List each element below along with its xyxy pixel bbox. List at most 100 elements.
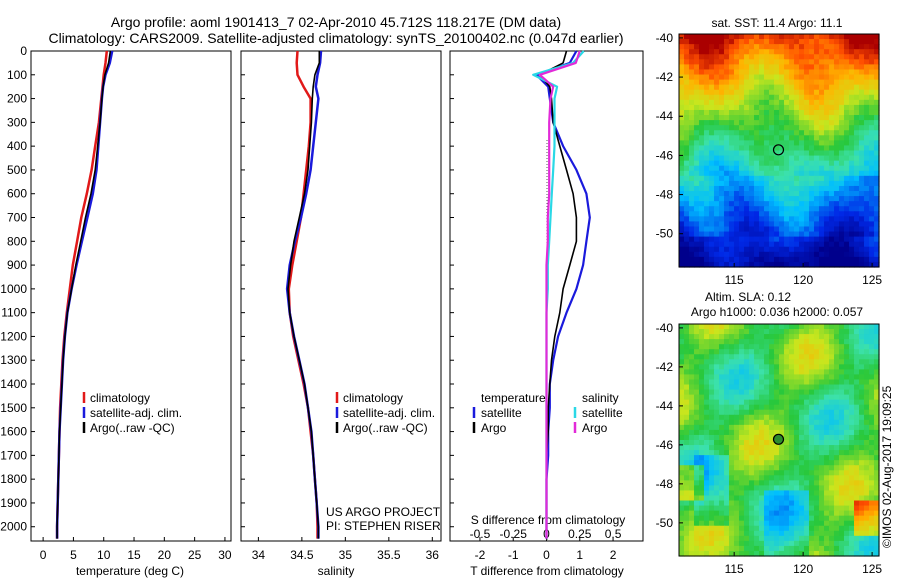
heatmap-cell: [829, 206, 835, 212]
heatmap-cell: [709, 185, 715, 192]
heatmap-cell: [824, 150, 830, 157]
heatmap-cell: [799, 140, 805, 147]
heatmap-cell: [729, 429, 735, 436]
heatmap-cell: [729, 191, 735, 197]
heatmap-cell: [714, 64, 720, 71]
heatmap-cell: [819, 120, 825, 126]
heatmap-cell: [849, 140, 855, 147]
heatmap-cell: [744, 535, 750, 542]
heatmap-cell: [719, 135, 725, 141]
heatmap-cell: [844, 394, 850, 401]
heatmap-cell: [699, 379, 705, 386]
heatmap-cell: [739, 455, 745, 461]
heatmap-cell: [829, 69, 835, 76]
heatmap-cell: [699, 429, 705, 436]
heatmap-cell: [739, 394, 745, 401]
heatmap-cell: [804, 475, 810, 481]
heatmap-cell: [684, 39, 690, 45]
heatmap-cell: [769, 384, 775, 391]
heatmap-cell: [714, 550, 720, 557]
heatmap-cell: [679, 550, 685, 557]
heatmap-cell: [729, 125, 735, 131]
heatmap-cell: [789, 445, 795, 451]
heatmap-cell: [799, 99, 805, 106]
heatmap-cell: [699, 79, 705, 86]
heatmap-cell: [684, 520, 690, 527]
heatmap-cell: [744, 440, 750, 446]
heatmap-cell: [749, 429, 755, 436]
heatmap-cell: [779, 515, 785, 522]
heatmap-cell: [719, 349, 725, 355]
heatmap-cell: [694, 545, 700, 552]
heatmap-cell: [874, 339, 880, 345]
heatmap-cell: [864, 445, 870, 451]
heatmap-cell: [819, 470, 825, 476]
heatmap-cell: [854, 246, 860, 253]
heatmap-cell: [834, 140, 840, 147]
heatmap-cell: [689, 74, 695, 81]
heatmap-cell: [769, 525, 775, 532]
heatmap-cell: [859, 329, 865, 335]
heatmap-cell: [854, 465, 860, 471]
heatmap-cell: [759, 505, 765, 512]
heatmap-cell: [799, 475, 805, 481]
heatmap-cell: [689, 79, 695, 86]
heatmap-cell: [694, 344, 700, 350]
heatmap-cell: [704, 34, 710, 40]
heatmap-cell: [779, 540, 785, 547]
heatmap-cell: [774, 339, 780, 345]
heatmap-cell: [859, 424, 865, 431]
heatmap-cell: [689, 241, 695, 248]
heatmap-cell: [794, 135, 800, 141]
heatmap-cell: [809, 74, 815, 81]
heatmap-cell: [774, 226, 780, 233]
heatmap-cell: [679, 99, 685, 106]
heatmap-cell: [869, 424, 875, 431]
heatmap-cell: [684, 246, 690, 253]
heatmap-cell: [864, 170, 870, 177]
heatmap-cell: [804, 419, 810, 426]
heatmap-cell: [864, 500, 870, 507]
heatmap-cell: [754, 440, 760, 446]
heatmap-cell: [699, 334, 705, 340]
heatmap-cell: [709, 206, 715, 212]
heatmap-cell: [789, 165, 795, 172]
heatmap-cell: [829, 515, 835, 522]
heatmap-cell: [839, 226, 845, 233]
heatmap-cell: [834, 450, 840, 456]
heatmap-cell: [874, 349, 880, 355]
heatmap-cell: [694, 490, 700, 497]
heatmap-cell: [684, 120, 690, 126]
heatmap-cell: [819, 429, 825, 436]
heatmap-cell: [834, 231, 840, 238]
heatmap-cell: [719, 465, 725, 471]
heatmap-cell: [694, 429, 700, 436]
heatmap-cell: [739, 140, 745, 147]
heatmap-cell: [824, 434, 830, 441]
heatmap-cell: [719, 434, 725, 441]
heatmap-cell: [824, 419, 830, 426]
heatmap-cell: [679, 354, 685, 360]
heatmap-cell: [689, 419, 695, 426]
heatmap-cell: [714, 226, 720, 233]
heatmap-cell: [859, 211, 865, 217]
heatmap-cell: [769, 115, 775, 121]
heatmap-cell: [869, 409, 875, 416]
sst-map-frame: [678, 33, 880, 268]
heatmap-cell: [704, 206, 710, 212]
difference-legend: temperature satellite Argo salinity sate…: [472, 391, 623, 435]
heatmap-cell: [869, 125, 875, 131]
heatmap-cell: [739, 515, 745, 522]
heatmap-cell: [679, 530, 685, 537]
map-y-tick-label: -46: [656, 148, 674, 162]
heatmap-cell: [869, 349, 875, 355]
heatmap-cell: [734, 59, 740, 65]
heatmap-cell: [749, 450, 755, 456]
heatmap-cell: [869, 440, 875, 446]
heatmap-cell: [704, 241, 710, 248]
heatmap-cell: [859, 206, 865, 212]
heatmap-cell: [749, 241, 755, 248]
heatmap-cell: [704, 384, 710, 391]
heatmap-cell: [684, 505, 690, 512]
heatmap-cell: [679, 324, 685, 330]
